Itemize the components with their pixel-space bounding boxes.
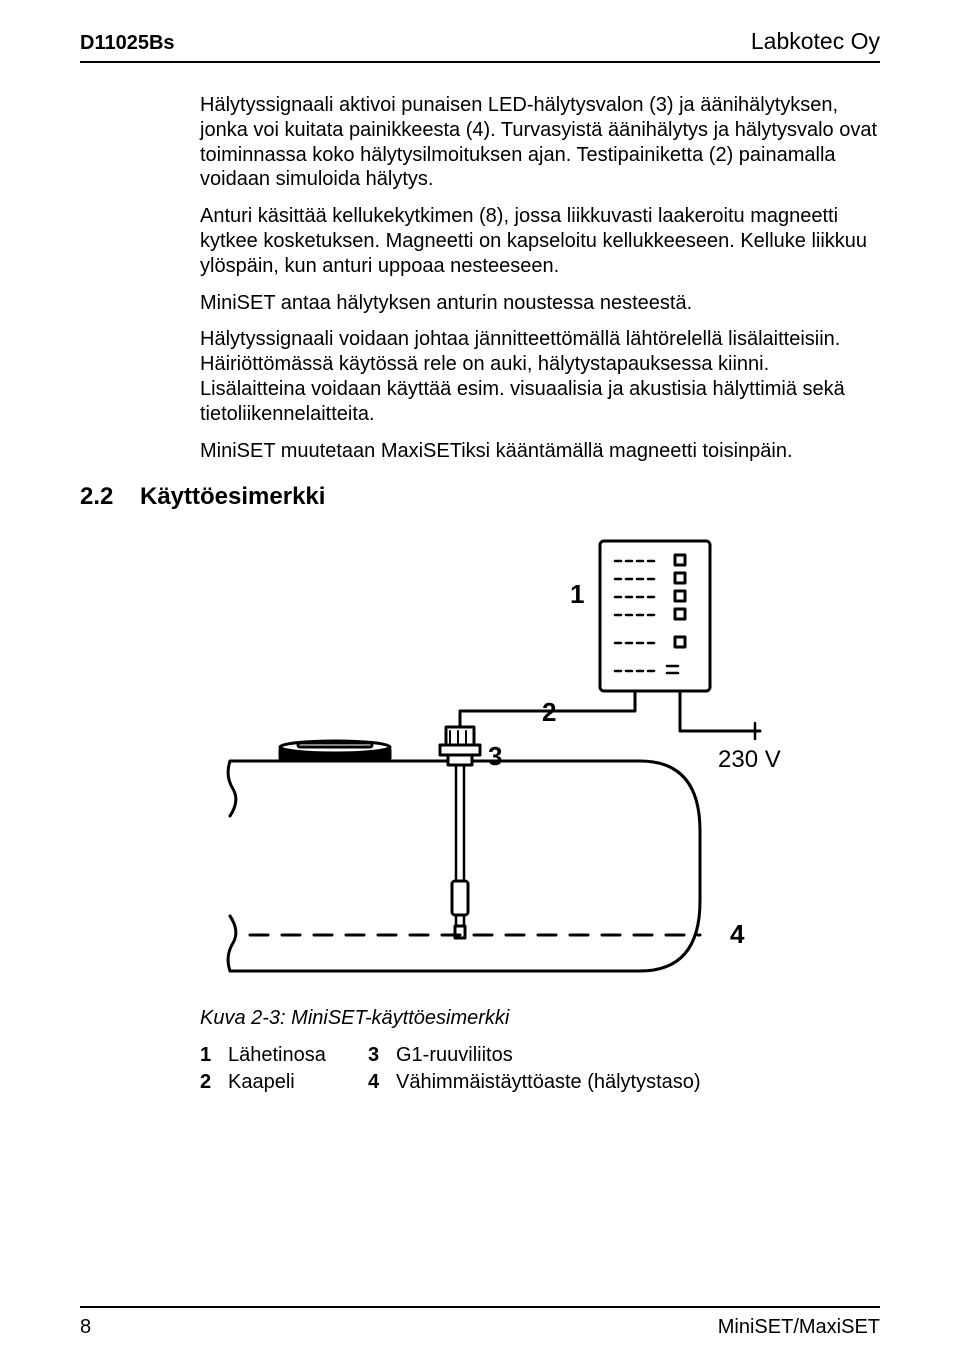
- figure-caption: Kuva 2-3: MiniSET-käyttöesimerkki: [200, 1007, 880, 1030]
- legend-num: 3: [368, 1044, 396, 1067]
- legend-num: 1: [200, 1044, 228, 1067]
- body-text: Hälytyssignaali aktivoi punaisen LED-häl…: [200, 93, 880, 463]
- page: D11025Bs Labkotec Oy Hälytyssignaali akt…: [0, 0, 960, 1367]
- page-footer: 8 MiniSET/MaxiSET: [80, 1306, 880, 1367]
- paragraph-4: Hälytyssignaali voidaan johtaa jännittee…: [200, 327, 880, 426]
- paragraph-3: MiniSET antaa hälytyksen anturin noustes…: [200, 291, 880, 316]
- section-title: Käyttöesimerkki: [140, 483, 325, 511]
- legend-label: G1-ruuviliitos: [396, 1044, 880, 1067]
- legend-label: Vähimmäistäyttöaste (hälytystaso): [396, 1071, 880, 1094]
- company-name: Labkotec Oy: [751, 28, 880, 55]
- page-header: D11025Bs Labkotec Oy: [80, 0, 880, 63]
- paragraph-1: Hälytyssignaali aktivoi punaisen LED-häl…: [200, 93, 880, 192]
- content-area: Hälytyssignaali aktivoi punaisen LED-häl…: [80, 63, 880, 1306]
- page-number: 8: [80, 1316, 91, 1339]
- callout-2: 2: [542, 697, 556, 727]
- callout-3: 3: [488, 741, 502, 771]
- legend-label: Kaapeli: [228, 1071, 368, 1094]
- paragraph-5: MiniSET muutetaan MaxiSETiksi kääntämäll…: [200, 439, 880, 464]
- callout-1: 1: [570, 579, 584, 609]
- paragraph-2: Anturi käsittää kellukekytkimen (8), jos…: [200, 204, 880, 278]
- legend-num: 4: [368, 1071, 396, 1094]
- diagram-svg: 1 2 3 4 230 V: [170, 531, 790, 991]
- legend-label: Lähetinosa: [228, 1044, 368, 1067]
- figure-container: 1 2 3 4 230 V: [80, 531, 880, 991]
- section-number: 2.2: [80, 483, 140, 511]
- section-heading: 2.2 Käyttöesimerkki: [80, 483, 880, 511]
- doc-id: D11025Bs: [80, 32, 175, 55]
- product-name: MiniSET/MaxiSET: [718, 1316, 880, 1339]
- legend-row: 2 Kaapeli 4 Vähimmäistäyttöaste (hälytys…: [200, 1071, 880, 1094]
- legend-row: 1 Lähetinosa 3 G1-ruuviliitos: [200, 1044, 880, 1067]
- voltage-label: 230 V: [718, 746, 781, 773]
- figure-legend: 1 Lähetinosa 3 G1-ruuviliitos 2 Kaapeli …: [200, 1044, 880, 1094]
- legend-num: 2: [200, 1071, 228, 1094]
- callout-4: 4: [730, 919, 745, 949]
